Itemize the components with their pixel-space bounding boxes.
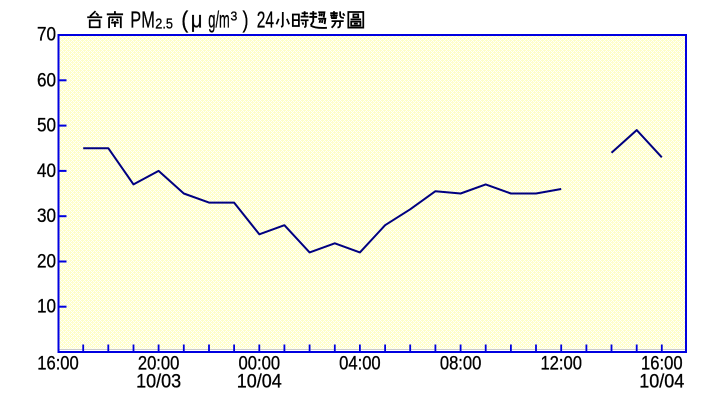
svg-text:): ) xyxy=(243,7,249,33)
svg-text:08:00: 08:00 xyxy=(440,354,482,375)
svg-text:PM: PM xyxy=(130,7,155,33)
svg-text:30: 30 xyxy=(37,205,56,227)
svg-text:70: 70 xyxy=(37,24,56,46)
svg-text:12:00: 12:00 xyxy=(540,354,582,375)
svg-text:00:00: 00:00 xyxy=(239,354,281,375)
svg-text:3: 3 xyxy=(231,9,238,24)
svg-text:10/03: 10/03 xyxy=(136,372,181,393)
svg-text:60: 60 xyxy=(37,69,56,91)
svg-text:16:00: 16:00 xyxy=(641,354,683,375)
svg-text:50: 50 xyxy=(37,115,56,137)
svg-text:(: ( xyxy=(181,7,188,33)
svg-text:10: 10 xyxy=(37,296,56,318)
svg-text:20: 20 xyxy=(37,251,56,273)
svg-text:10/04: 10/04 xyxy=(639,372,684,393)
svg-text:16:00: 16:00 xyxy=(37,354,79,375)
svg-text:20:00: 20:00 xyxy=(138,354,180,375)
svg-text:40: 40 xyxy=(37,160,56,182)
svg-text:24: 24 xyxy=(257,7,274,33)
svg-text:10/04: 10/04 xyxy=(237,372,282,393)
svg-text:g/m: g/m xyxy=(208,7,230,33)
svg-text:04:00: 04:00 xyxy=(339,354,381,375)
svg-text:2.5: 2.5 xyxy=(155,16,173,33)
svg-text:μ: μ xyxy=(191,7,203,33)
